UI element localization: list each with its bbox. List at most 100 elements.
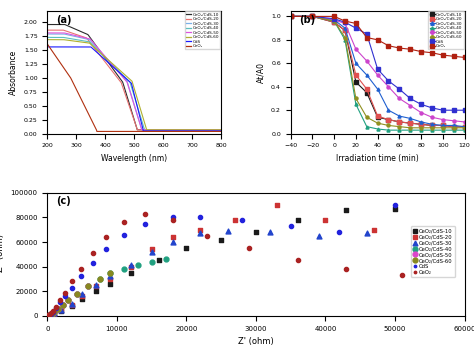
Point: [197, 227, 204, 232]
Point: [169, 239, 176, 245]
Point: [197, 231, 204, 236]
Point: [48, 311, 55, 317]
Point: [59, 302, 66, 307]
Point: [57, 307, 65, 313]
Point: [120, 219, 128, 225]
Point: [46, 312, 53, 318]
Point: [92, 289, 100, 294]
Point: [162, 257, 169, 262]
Point: [245, 245, 253, 251]
Point: [197, 214, 204, 220]
Point: [336, 229, 343, 235]
Point: [127, 264, 135, 270]
Point: [64, 297, 72, 303]
Point: [182, 245, 190, 251]
Point: [47, 312, 55, 318]
Point: [92, 284, 100, 289]
Point: [169, 214, 176, 220]
Point: [47, 312, 55, 318]
Point: [84, 284, 91, 289]
Point: [59, 302, 66, 307]
Text: (a): (a): [56, 15, 72, 26]
Point: [103, 247, 110, 252]
Point: [73, 291, 81, 297]
Point: [68, 303, 75, 309]
Point: [370, 227, 378, 232]
Point: [64, 297, 72, 303]
Point: [47, 312, 55, 318]
Point: [106, 270, 114, 276]
Y-axis label: Absorbance: Absorbance: [9, 49, 18, 95]
Point: [78, 293, 86, 299]
X-axis label: Wavelength (nm): Wavelength (nm): [101, 154, 167, 163]
Point: [49, 309, 57, 314]
Point: [44, 313, 52, 318]
Point: [103, 234, 110, 240]
Point: [252, 229, 260, 235]
Point: [44, 313, 52, 318]
Y-axis label: -Z'' (ohm): -Z'' (ohm): [0, 234, 5, 275]
Point: [51, 311, 58, 317]
Point: [169, 217, 176, 223]
Point: [61, 293, 69, 299]
Point: [106, 270, 114, 276]
Point: [322, 217, 329, 223]
Point: [49, 308, 57, 314]
X-axis label: Irradiation time (min): Irradiation time (min): [336, 154, 419, 163]
Point: [68, 301, 75, 306]
Point: [141, 211, 148, 217]
Point: [44, 313, 52, 318]
Point: [77, 274, 84, 279]
Point: [68, 279, 75, 284]
Point: [92, 282, 100, 288]
Point: [148, 247, 155, 252]
Point: [47, 311, 55, 317]
Point: [46, 312, 53, 317]
Point: [61, 290, 69, 295]
Point: [315, 233, 322, 239]
Point: [169, 234, 176, 240]
Legend: CeO₂/CdS-10, CeO₂/CdS-20, CeO₂/CdS-30, CeO₂/CdS-40, CeO₂/CdS-50, CeO₂/CdS-60, Cd: CeO₂/CdS-10, CeO₂/CdS-20, CeO₂/CdS-30, C…: [428, 11, 464, 49]
Point: [96, 276, 103, 282]
Point: [54, 306, 62, 312]
Point: [84, 284, 91, 289]
Point: [44, 313, 52, 318]
Point: [364, 231, 371, 236]
Point: [47, 310, 55, 316]
Point: [218, 237, 225, 243]
Point: [51, 309, 58, 315]
Point: [51, 311, 58, 317]
Point: [73, 291, 81, 297]
Point: [127, 263, 135, 268]
Point: [343, 207, 350, 213]
Point: [294, 217, 301, 223]
Point: [120, 266, 128, 272]
Legend: CeO₂/CdS-10, CeO₂/CdS-20, CeO₂/CdS-30, CeO₂/CdS-40, CeO₂/CdS-50, CeO₂/CdS-60, Cd: CeO₂/CdS-10, CeO₂/CdS-20, CeO₂/CdS-30, C…: [411, 226, 455, 277]
X-axis label: Z' (ohm): Z' (ohm): [238, 337, 274, 346]
Text: (b): (b): [300, 15, 316, 26]
Point: [51, 311, 58, 316]
Point: [46, 312, 53, 318]
Point: [57, 307, 65, 312]
Text: (c): (c): [56, 197, 71, 206]
Point: [44, 313, 52, 318]
Point: [343, 266, 350, 272]
Point: [78, 296, 86, 302]
Point: [52, 305, 60, 311]
Point: [148, 249, 155, 255]
Point: [106, 274, 114, 279]
Point: [224, 228, 232, 234]
Point: [391, 202, 399, 208]
Point: [155, 258, 163, 263]
Point: [68, 285, 75, 290]
Point: [89, 260, 96, 266]
Point: [106, 276, 114, 282]
Point: [46, 312, 53, 318]
Point: [56, 297, 64, 303]
Point: [46, 312, 53, 318]
Point: [73, 291, 81, 297]
Point: [141, 221, 148, 226]
Point: [77, 266, 84, 272]
Point: [96, 276, 103, 282]
Point: [134, 263, 142, 268]
